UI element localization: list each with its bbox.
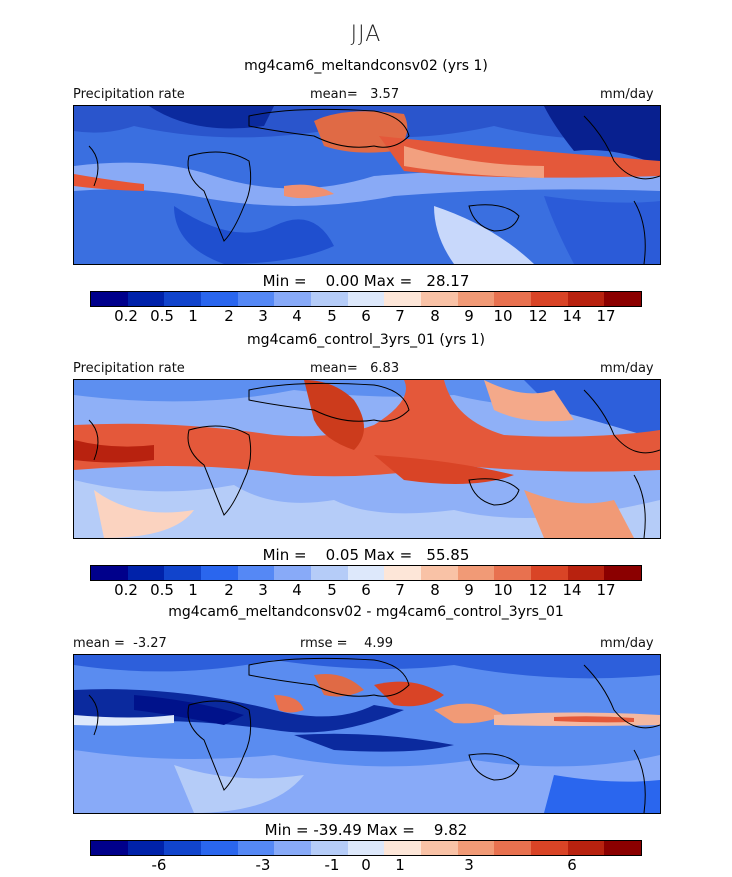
colorbar-1-tick: 2 [224, 307, 234, 325]
colorbar-1-tick: 7 [395, 307, 405, 325]
panel-3-map [73, 654, 661, 814]
panel-1-left-label: Precipitation rate [73, 87, 185, 102]
colorbar-2-tick: 6 [361, 581, 371, 599]
panel-3-mean-label: mean = -3.27 [73, 636, 167, 651]
colorbar-1-tick: 0.5 [150, 307, 174, 325]
colorbar-1-tick: 12 [528, 307, 548, 325]
panel-3-colorbar [90, 840, 642, 856]
colorbar-3-tick: 1 [395, 856, 405, 874]
panel-2-units: mm/day [600, 361, 654, 376]
panel-2-map [73, 379, 661, 539]
panel-2-mean-label: mean= 6.83 [310, 361, 400, 376]
panel-1-stats: Min = 0.00 Max = 28.17 [262, 272, 470, 290]
colorbar-1-tick: 4 [292, 307, 302, 325]
colorbar-2-tick: 7 [395, 581, 405, 599]
panel-1-title: mg4cam6_meltandconsv02 (yrs 1) [244, 58, 488, 74]
panel-3-rmse-label: rmse = 4.99 [300, 636, 394, 651]
panel-3-units: mm/day [600, 636, 654, 651]
colorbar-2-tick: 0.5 [150, 581, 174, 599]
colorbar-2-tick: 10 [493, 581, 513, 599]
colorbar-1-tick: 0.2 [114, 307, 138, 325]
colorbar-1-tick: 5 [327, 307, 337, 325]
panel-2-left-label: Precipitation rate [73, 361, 185, 376]
colorbar-1-tick: 17 [596, 307, 616, 325]
panel-1-units: mm/day [600, 87, 654, 102]
panel-1-map [73, 105, 661, 265]
colorbar-2-tick: 5 [327, 581, 337, 599]
colorbar-1-tick: 9 [464, 307, 474, 325]
colorbar-1-tick: 3 [258, 307, 268, 325]
panel-2-title: mg4cam6_control_3yrs_01 (yrs 1) [247, 332, 485, 348]
panel-2-colorbar [90, 565, 642, 581]
colorbar-1-tick: 1 [188, 307, 198, 325]
colorbar-3-tick: -6 [151, 856, 167, 874]
panel-3-stats: Min = -39.49 Max = 9.82 [264, 821, 468, 839]
colorbar-1-tick: 14 [562, 307, 582, 325]
colorbar-1-tick: 6 [361, 307, 371, 325]
colorbar-1-tick: 8 [430, 307, 440, 325]
colorbar-2-tick: 14 [562, 581, 582, 599]
colorbar-2-tick: 1 [188, 581, 198, 599]
colorbar-3-tick: 0 [361, 856, 371, 874]
colorbar-1-tick: 10 [493, 307, 513, 325]
colorbar-2-tick: 3 [258, 581, 268, 599]
colorbar-3-tick: 3 [464, 856, 474, 874]
panel-1-colorbar [90, 291, 642, 307]
colorbar-2-tick: 17 [596, 581, 616, 599]
colorbar-3-tick: 6 [567, 856, 577, 874]
colorbar-3-tick: -3 [255, 856, 271, 874]
panel-2-stats: Min = 0.05 Max = 55.85 [262, 546, 470, 564]
panel-1-mean-label: mean= 3.57 [310, 87, 400, 102]
colorbar-3-tick: -1 [324, 856, 340, 874]
colorbar-2-tick: 8 [430, 581, 440, 599]
season-title: JJA [350, 22, 382, 47]
panel-3-title: mg4cam6_meltandconsv02 - mg4cam6_control… [168, 604, 564, 620]
colorbar-2-tick: 2 [224, 581, 234, 599]
colorbar-2-tick: 12 [528, 581, 548, 599]
colorbar-2-tick: 9 [464, 581, 474, 599]
colorbar-2-tick: 0.2 [114, 581, 138, 599]
colorbar-2-tick: 4 [292, 581, 302, 599]
